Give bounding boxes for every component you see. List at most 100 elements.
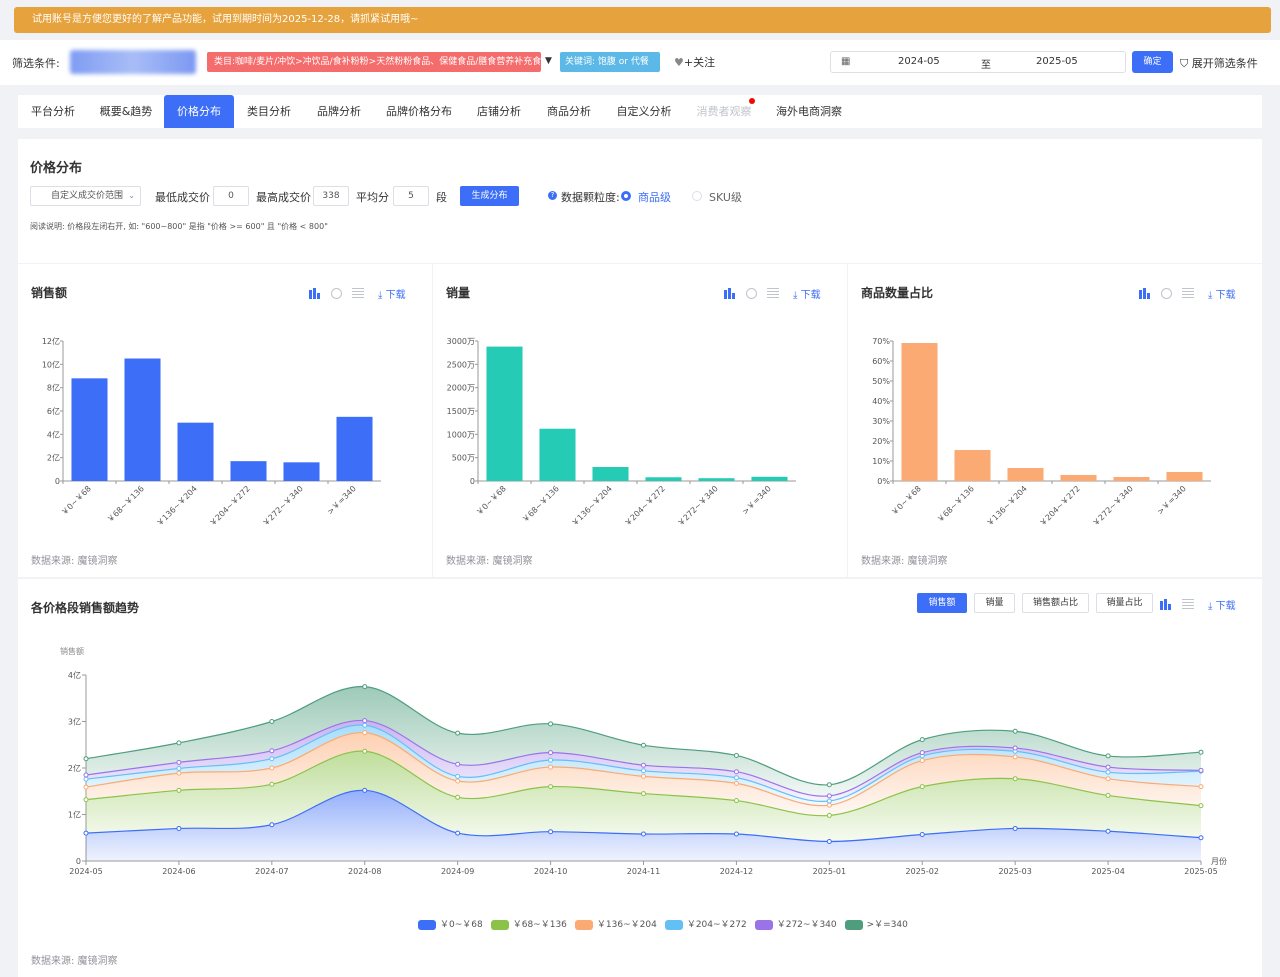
data-point[interactable]	[455, 773, 461, 779]
tab-4[interactable]: 类目分析	[247, 105, 291, 118]
data-point[interactable]	[362, 787, 368, 793]
date-end[interactable]: 2025-05	[1036, 56, 1078, 67]
bar-chart-icon[interactable]	[724, 288, 736, 299]
data-point[interactable]	[1198, 784, 1204, 790]
table-icon[interactable]	[767, 288, 779, 299]
pie-chart-icon[interactable]	[331, 288, 342, 299]
data-point[interactable]	[641, 831, 646, 837]
legend-item[interactable]: ￥0~￥68	[418, 917, 483, 930]
data-point[interactable]	[176, 740, 182, 746]
bar-chart-icon[interactable]	[309, 288, 321, 299]
confirm-button[interactable]: 确定	[1132, 51, 1173, 73]
tab-10[interactable]: 消费者观察	[696, 105, 752, 118]
bar-chart-icon[interactable]	[1160, 599, 1172, 610]
bar[interactable]	[1113, 477, 1150, 481]
pie-chart-icon[interactable]	[1161, 288, 1172, 299]
data-point[interactable]	[1105, 828, 1111, 834]
data-point[interactable]	[455, 778, 461, 784]
legend-item[interactable]: ￥68~￥136	[490, 917, 567, 930]
bar[interactable]	[698, 478, 735, 481]
metric-volume-share-button[interactable]: 销量占比	[1096, 593, 1153, 613]
data-point[interactable]	[269, 765, 275, 771]
data-point[interactable]	[733, 780, 739, 786]
pie-chart-icon[interactable]	[746, 288, 757, 299]
bar[interactable]	[230, 461, 267, 481]
bar[interactable]	[177, 422, 214, 481]
data-point[interactable]	[269, 748, 275, 754]
radio-sku-level[interactable]	[692, 191, 702, 201]
bar[interactable]	[1166, 472, 1203, 481]
data-point[interactable]	[455, 730, 461, 736]
generate-distribution-button[interactable]: 生成分布	[460, 186, 519, 206]
tab-8[interactable]: 商品分析	[547, 105, 591, 118]
data-point[interactable]	[83, 830, 89, 836]
bar[interactable]	[1060, 475, 1097, 481]
bar[interactable]	[954, 450, 991, 481]
caret-down-icon[interactable]: ▼	[545, 56, 552, 66]
data-point[interactable]	[362, 722, 368, 728]
data-point[interactable]	[1012, 754, 1018, 760]
data-point[interactable]	[548, 829, 554, 835]
data-point[interactable]	[83, 772, 89, 778]
download-button[interactable]: ⤓ 下载	[1208, 290, 1236, 301]
follow-button[interactable]: ♥+关注	[674, 54, 715, 70]
data-point[interactable]	[826, 782, 832, 788]
area-series[interactable]	[86, 790, 1201, 861]
data-point[interactable]	[1198, 803, 1204, 809]
tab-9[interactable]: 自定义分析	[616, 105, 672, 118]
data-point[interactable]	[548, 721, 554, 727]
data-point[interactable]	[176, 787, 182, 793]
data-point[interactable]	[641, 762, 646, 768]
bar[interactable]	[539, 428, 576, 481]
bar[interactable]	[751, 476, 788, 481]
data-point[interactable]	[1198, 749, 1204, 755]
data-point[interactable]	[1012, 776, 1018, 782]
metric-sales-amount-button[interactable]: 销售额	[917, 593, 967, 613]
area-series[interactable]	[86, 751, 1201, 842]
legend-item[interactable]: ￥136~￥204	[574, 917, 657, 930]
data-point[interactable]	[826, 838, 832, 844]
data-point[interactable]	[455, 794, 461, 800]
download-button[interactable]: ⤓ 下载	[793, 290, 821, 301]
data-point[interactable]	[269, 719, 275, 724]
area-series[interactable]	[86, 732, 1201, 816]
data-point[interactable]	[1105, 753, 1111, 759]
bar[interactable]	[901, 343, 938, 481]
data-point[interactable]	[641, 742, 646, 748]
min-price-input[interactable]: 0	[213, 186, 249, 206]
tab-7[interactable]: 店铺分析	[477, 105, 521, 118]
data-point[interactable]	[548, 750, 554, 756]
tab-3[interactable]: 价格分布	[164, 95, 234, 128]
data-point[interactable]	[826, 798, 832, 804]
segment-count-input[interactable]: 5	[393, 186, 429, 206]
data-point[interactable]	[641, 773, 646, 779]
data-point[interactable]	[1012, 728, 1018, 734]
keyword-filter-tag[interactable]: 关键词: 饱腹 or 代餐	[560, 52, 660, 72]
radio-product-level[interactable]	[621, 191, 631, 201]
data-point[interactable]	[1105, 764, 1111, 770]
max-price-input[interactable]: 338	[313, 186, 349, 206]
sku-level-label[interactable]: SKU级	[709, 191, 742, 204]
data-point[interactable]	[826, 793, 832, 799]
table-icon[interactable]	[1182, 288, 1194, 299]
table-icon[interactable]	[1182, 599, 1194, 610]
data-point[interactable]	[83, 776, 89, 782]
data-point[interactable]	[919, 784, 925, 790]
bar[interactable]	[336, 416, 373, 481]
data-point[interactable]	[455, 830, 461, 836]
price-range-select[interactable]: 自定义成交价范围 ⌄	[30, 186, 141, 206]
bar[interactable]	[645, 477, 682, 481]
tab-11[interactable]: 海外电商洞察	[776, 105, 842, 118]
date-range-picker[interactable]: ▦ 2024-05 至 2025-05	[830, 51, 1126, 73]
data-point[interactable]	[826, 812, 832, 818]
category-filter-tag[interactable]: 类目:咖啡/麦片/冲饮>冲饮品/食补粉粉>天然粉粉食品、保健食品/膳食营养补充食…	[207, 52, 541, 72]
data-point[interactable]	[269, 756, 275, 762]
data-point[interactable]	[641, 768, 646, 774]
download-button[interactable]: ⤓ 下载	[1208, 601, 1236, 612]
legend-item[interactable]: >￥=340	[844, 917, 908, 930]
legend-item[interactable]: ￥204~￥272	[664, 917, 747, 930]
data-point[interactable]	[548, 757, 554, 763]
data-point[interactable]	[548, 784, 554, 790]
data-point[interactable]	[919, 737, 925, 743]
data-point[interactable]	[1105, 792, 1111, 798]
